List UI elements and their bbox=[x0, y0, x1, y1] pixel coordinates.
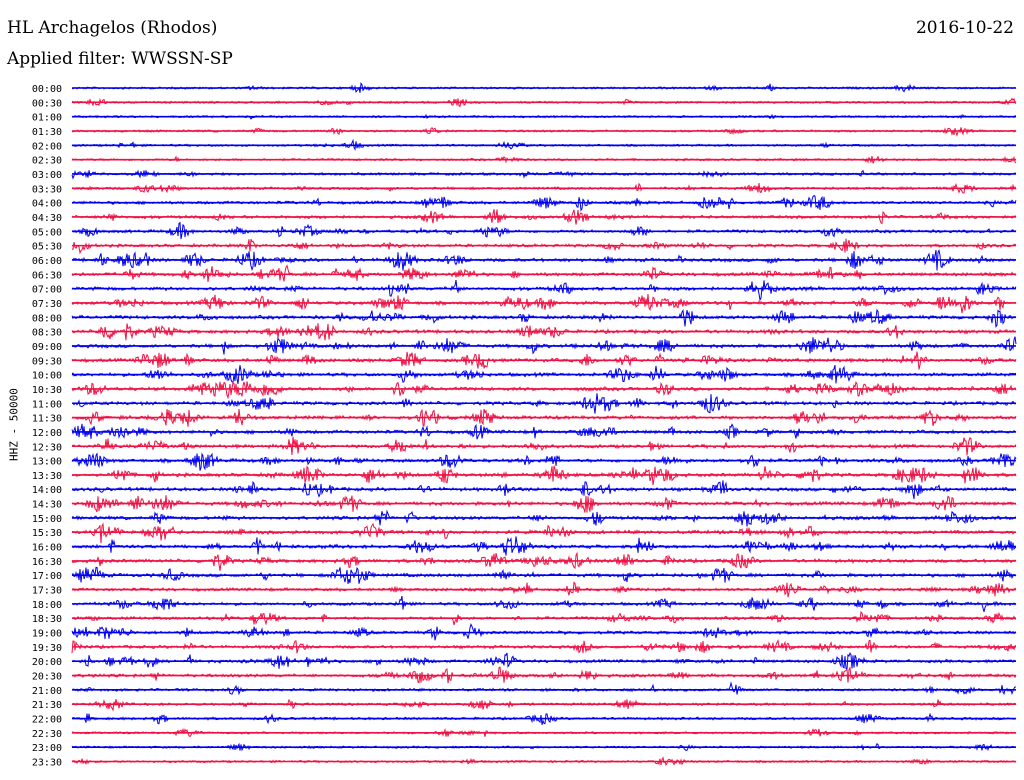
row-label-2230: 22:30 bbox=[32, 729, 62, 740]
row-label-0700: 07:00 bbox=[32, 285, 62, 296]
row-label-1630: 16:30 bbox=[32, 557, 62, 568]
row-label-0530: 05:30 bbox=[32, 242, 62, 253]
row-label-2030: 20:30 bbox=[32, 672, 62, 683]
row-label-1930: 19:30 bbox=[32, 643, 62, 654]
row-label-1700: 17:00 bbox=[32, 571, 62, 582]
row-label-1000: 10:00 bbox=[32, 371, 62, 382]
row-label-0830: 08:30 bbox=[32, 328, 62, 339]
row-label-0130: 01:30 bbox=[32, 127, 62, 138]
row-label-1830: 18:30 bbox=[32, 614, 62, 625]
row-label-1800: 18:00 bbox=[32, 600, 62, 611]
trace-0700 bbox=[71, 279, 1017, 302]
row-label-0400: 04:00 bbox=[32, 199, 62, 210]
row-label-0200: 02:00 bbox=[32, 141, 62, 152]
row-label-2200: 22:00 bbox=[32, 715, 62, 726]
row-label-0230: 02:30 bbox=[32, 156, 62, 167]
row-label-1130: 11:30 bbox=[32, 414, 62, 425]
row-label-1730: 17:30 bbox=[32, 586, 62, 597]
row-label-2100: 21:00 bbox=[32, 686, 62, 697]
row-label-0630: 06:30 bbox=[32, 270, 62, 281]
trace-0800 bbox=[71, 308, 1017, 328]
row-label-2330: 23:30 bbox=[32, 758, 62, 769]
row-label-1230: 12:30 bbox=[32, 442, 62, 453]
row-label-0730: 07:30 bbox=[32, 299, 62, 310]
row-label-0000: 00:00 bbox=[32, 84, 62, 95]
row-label-1200: 12:00 bbox=[32, 428, 62, 439]
trace-2100 bbox=[71, 681, 1017, 696]
row-label-0930: 09:30 bbox=[32, 356, 62, 367]
trace-1000 bbox=[71, 365, 1017, 384]
trace-0730 bbox=[71, 293, 1017, 314]
row-label-1500: 15:00 bbox=[32, 514, 62, 525]
row-label-2130: 21:30 bbox=[32, 700, 62, 711]
row-label-0300: 03:00 bbox=[32, 170, 62, 181]
station-title: HL Archagelos (Rhodos) bbox=[7, 18, 218, 38]
trace-1300 bbox=[71, 452, 1017, 471]
row-label-1530: 15:30 bbox=[32, 528, 62, 539]
row-label-1300: 13:00 bbox=[32, 457, 62, 468]
row-label-1400: 14:00 bbox=[32, 485, 62, 496]
row-label-1100: 11:00 bbox=[32, 399, 62, 410]
row-label-2000: 20:00 bbox=[32, 657, 62, 668]
row-label-1330: 13:30 bbox=[32, 471, 62, 482]
row-label-1030: 10:30 bbox=[32, 385, 62, 396]
row-label-0100: 01:00 bbox=[32, 113, 62, 124]
row-label-0430: 04:30 bbox=[32, 213, 62, 224]
row-label-2300: 23:00 bbox=[32, 743, 62, 754]
row-label-0330: 03:30 bbox=[32, 184, 62, 195]
row-label-0900: 09:00 bbox=[32, 342, 62, 353]
trace-1530 bbox=[71, 522, 1017, 544]
filter-label: Applied filter: WWSSN-SP bbox=[7, 49, 233, 69]
row-label-0500: 05:00 bbox=[32, 227, 62, 238]
row-label-1600: 16:00 bbox=[32, 543, 62, 554]
row-label-0030: 00:30 bbox=[32, 98, 62, 109]
row-label-0600: 06:00 bbox=[32, 256, 62, 267]
trace-1130 bbox=[71, 408, 1017, 427]
row-label-1900: 19:00 bbox=[32, 629, 62, 640]
trace-1630 bbox=[71, 551, 1017, 571]
date-label: 2016-10-22 bbox=[915, 18, 1014, 38]
row-label-1430: 14:30 bbox=[32, 500, 62, 511]
trace-1500 bbox=[71, 509, 1016, 527]
row-label-0800: 08:00 bbox=[32, 313, 62, 324]
